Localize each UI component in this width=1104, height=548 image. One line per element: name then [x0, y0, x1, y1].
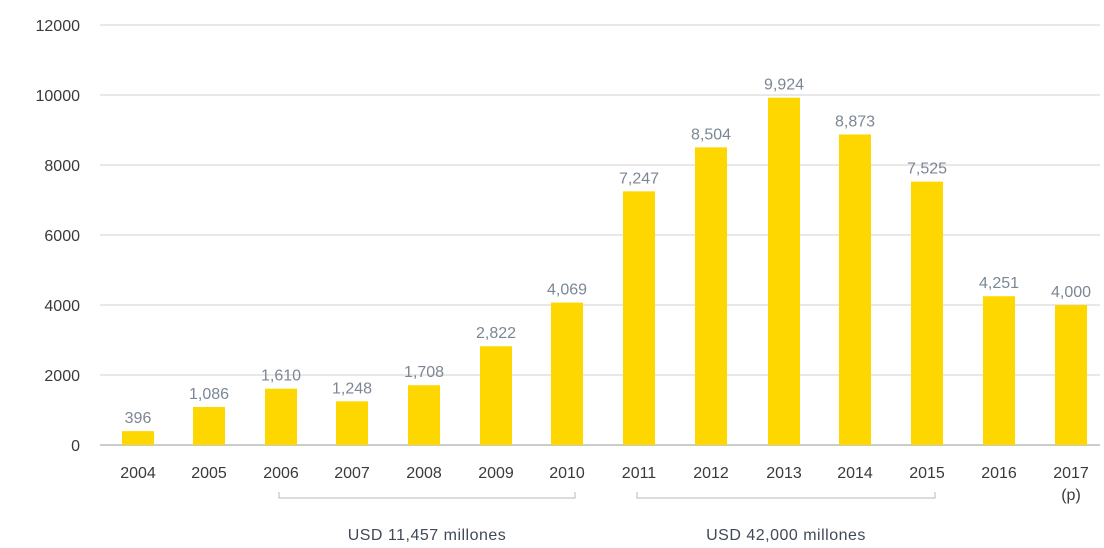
y-tick-label: 6000: [44, 228, 80, 245]
data-label: 8,504: [691, 126, 731, 143]
bar-2017: [1055, 305, 1087, 445]
bar-2009: [480, 346, 512, 445]
group-label: USD 11,457 millones: [348, 527, 507, 544]
bar-2007: [336, 401, 368, 445]
x-tick-label: 2016: [981, 465, 1017, 482]
data-label: 1,248: [332, 380, 372, 397]
data-label: 8,873: [835, 113, 875, 130]
group-bracket: [278, 492, 576, 499]
y-tick-label: 2000: [44, 368, 80, 385]
data-label: 1,086: [189, 386, 229, 403]
group-label: USD 42,000 millones: [706, 527, 866, 544]
x-tick-label: 2010: [549, 465, 585, 482]
data-label: 4,069: [547, 282, 587, 299]
y-tick-label: 4000: [44, 298, 80, 315]
data-label: 1,708: [404, 364, 444, 381]
x-tick-label: 2004: [120, 465, 156, 482]
bar-2014: [839, 134, 871, 445]
x-tick-label: 2013: [766, 465, 802, 482]
bar-2012: [695, 147, 727, 446]
bar-2004: [122, 431, 154, 445]
x-tick-label: 2009: [478, 465, 514, 482]
y-tick-label: 10000: [36, 88, 81, 105]
y-tick-label: 8000: [44, 158, 80, 175]
bar-2013: [768, 97, 800, 445]
x-tick-label: 2008: [406, 465, 442, 482]
data-label: 7,247: [619, 170, 659, 187]
x-tick-label: 2017: [1053, 465, 1089, 482]
x-tick-label: 2007: [334, 465, 370, 482]
data-label: 396: [125, 410, 152, 427]
bar-2015: [911, 181, 943, 445]
data-label: 4,000: [1051, 284, 1091, 301]
data-label: 1,610: [261, 368, 301, 385]
y-tick-label: 12000: [36, 18, 81, 35]
bar-2008: [408, 385, 440, 445]
x-tick-label: 2006: [263, 465, 299, 482]
bar-2005: [193, 406, 225, 445]
x-tick-label: 2014: [837, 465, 873, 482]
x-tick-label: 2012: [693, 465, 729, 482]
x-tick-sublabel: (p): [1061, 487, 1081, 504]
data-label: 2,822: [476, 325, 516, 342]
x-tick-label: 2015: [909, 465, 945, 482]
data-label: 9,924: [764, 77, 804, 94]
bar-2016: [983, 296, 1015, 445]
x-tick-label: 2011: [622, 465, 657, 482]
bar-2006: [265, 388, 297, 445]
bar-2010: [551, 302, 583, 445]
group-bracket: [636, 492, 936, 499]
bar-2011: [623, 191, 655, 445]
y-tick-label: 0: [71, 438, 80, 455]
data-label: 7,525: [907, 161, 947, 178]
data-label: 4,251: [979, 275, 1019, 292]
x-tick-label: 2005: [191, 465, 227, 482]
